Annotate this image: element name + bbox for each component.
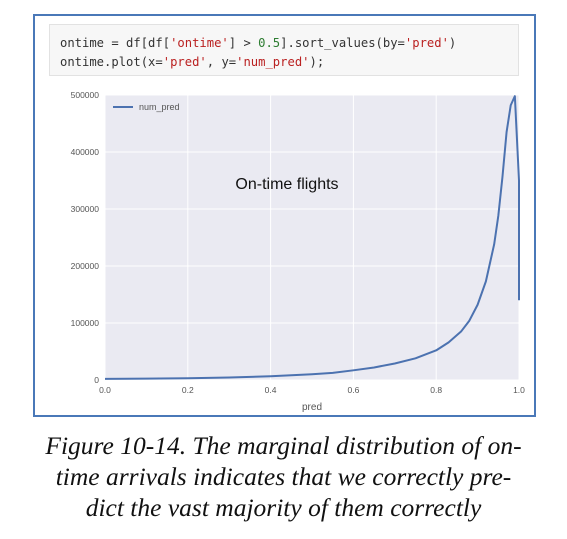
figure-caption: Figure 10-14. The marginal distribution … bbox=[0, 430, 567, 523]
code-text: ontime.plot(x= bbox=[60, 55, 163, 69]
y-tick-label: 400000 bbox=[71, 147, 100, 157]
caption-text: The marginal distribution of on- bbox=[192, 431, 522, 460]
x-tick-label: 0.4 bbox=[265, 385, 277, 395]
x-tick-label: 0.2 bbox=[182, 385, 194, 395]
x-tick-label: 0.0 bbox=[99, 385, 111, 395]
code-text: ].sort_values(by= bbox=[280, 36, 405, 50]
code-string: 'num_pred' bbox=[236, 55, 310, 69]
legend-label: num_pred bbox=[139, 102, 180, 112]
x-axis-label: pred bbox=[302, 402, 322, 413]
x-tick-label: 1.0 bbox=[513, 385, 525, 395]
y-axis: 0 100000 200000 300000 400000 500000 bbox=[71, 90, 100, 385]
code-string: 'ontime' bbox=[170, 36, 229, 50]
code-number: 0.5 bbox=[258, 36, 281, 50]
code-text: ontime = df[df[ bbox=[60, 36, 171, 50]
plot-area bbox=[105, 95, 519, 380]
x-axis: 0.0 0.2 0.4 0.6 0.8 1.0 bbox=[99, 385, 525, 395]
y-tick-label: 100000 bbox=[71, 318, 100, 328]
y-tick-label: 0 bbox=[94, 375, 99, 385]
code-string: 'pred' bbox=[162, 55, 207, 69]
caption-label: Figure 10-14. bbox=[45, 431, 187, 460]
x-tick-label: 0.8 bbox=[430, 385, 442, 395]
chart-annotation: On-time flights bbox=[235, 176, 338, 193]
code-text: , y= bbox=[206, 55, 237, 69]
code-line-1: ontime = df[df['ontime'] > 0.5].sort_val… bbox=[60, 36, 456, 50]
code-line-2: ontime.plot(x='pred', y='num_pred'); bbox=[60, 55, 324, 69]
caption-line-1: Figure 10-14. The marginal distribution … bbox=[0, 430, 567, 461]
code-text: ); bbox=[309, 55, 325, 69]
grid bbox=[104, 94, 520, 381]
y-tick-label: 500000 bbox=[71, 90, 100, 100]
x-tick-label: 0.6 bbox=[347, 385, 359, 395]
caption-line-3: dict the vast majority of them correctly bbox=[85, 493, 482, 522]
series-line-num_pred bbox=[104, 95, 520, 380]
code-string: 'pred' bbox=[404, 36, 449, 50]
caption-line-2: time arrivals indicates that we correctl… bbox=[55, 462, 512, 491]
code-cell: ontime = df[df['ontime'] > 0.5].sort_val… bbox=[49, 24, 519, 76]
code-text: ) bbox=[448, 36, 457, 50]
code-text: ] > bbox=[228, 36, 259, 50]
y-tick-label: 200000 bbox=[71, 261, 100, 271]
y-tick-label: 300000 bbox=[71, 204, 100, 214]
